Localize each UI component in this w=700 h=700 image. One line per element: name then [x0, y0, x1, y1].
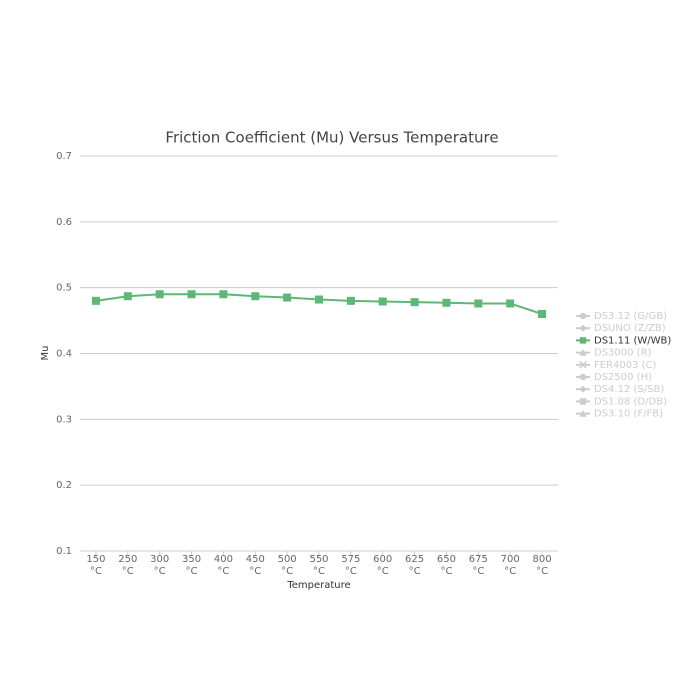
point	[155, 290, 164, 299]
y-tick-label: 0.6	[56, 217, 72, 228]
legend-item[interactable]: DS1.11 (W/WB)	[576, 335, 671, 346]
chart-title: Friction Coefficient (Mu) Versus Tempera…	[165, 129, 498, 147]
y-tick-label: 0.7	[56, 151, 72, 162]
legend-label: DS2500 (H)	[594, 372, 652, 383]
point	[506, 299, 515, 308]
legend-item[interactable]: DS3.10 (F/FB)	[576, 409, 663, 420]
legend-label: DS3.10 (F/FB)	[594, 409, 663, 420]
x-tick-label: 450 °C	[246, 554, 265, 577]
y-tick-label: 0.1	[56, 546, 72, 557]
x-tick-label: 250 °C	[118, 554, 137, 577]
point	[123, 292, 132, 301]
y-axis-title: Mu	[40, 346, 51, 361]
legend-item[interactable]: DS3.12 (G/GB)	[576, 311, 667, 322]
marker	[579, 410, 587, 417]
x-tick-label: 800 °C	[533, 554, 552, 577]
legend-label: DS3.12 (G/GB)	[594, 311, 667, 322]
y-tick-label: 0.5	[56, 283, 72, 294]
point	[251, 292, 260, 301]
legend-item[interactable]: DSUNO (Z/ZB)	[576, 323, 666, 334]
point	[315, 295, 323, 304]
marker	[579, 337, 587, 344]
legend-label: DS1.11 (W/WB)	[594, 335, 671, 346]
x-tick-label: 675 °C	[469, 554, 488, 577]
x-tick-label: 500 °C	[278, 554, 297, 577]
x-tick-label: 300 °C	[150, 554, 169, 577]
x-tick-label: 700 °C	[501, 554, 520, 577]
x-tick-label: 650 °C	[437, 554, 456, 577]
point	[474, 299, 483, 308]
legend-label: DS4.12 (S/SB)	[594, 384, 664, 395]
marker	[579, 324, 587, 332]
marker	[579, 349, 587, 356]
point	[187, 290, 196, 299]
point	[378, 297, 387, 306]
marker	[579, 385, 587, 393]
x-tick-label: 400 °C	[214, 554, 233, 577]
x-tick-label: 150 °C	[86, 554, 105, 577]
y-tick-label: 0.4	[56, 349, 72, 360]
marker	[579, 398, 587, 405]
point	[442, 298, 451, 307]
legend-item[interactable]: DS4.12 (S/SB)	[576, 384, 664, 395]
x-axis-title: Temperature	[286, 580, 350, 591]
point	[538, 310, 547, 318]
marker	[579, 361, 587, 369]
x-tick-label: 575 °C	[341, 554, 360, 577]
x-tick-label: 600 °C	[373, 554, 392, 577]
legend-label: DS1.08 (D/DB)	[594, 396, 667, 407]
point	[283, 293, 292, 302]
legend-label: FER4003 (C)	[594, 360, 657, 371]
point	[346, 296, 355, 305]
legend-label: DSUNO (Z/ZB)	[594, 323, 666, 334]
point	[91, 296, 100, 305]
y-tick-label: 0.2	[56, 480, 72, 491]
legend-item[interactable]: DS3000 (R)	[576, 348, 652, 359]
x-tick-label: 625 °C	[405, 554, 424, 577]
marker	[579, 373, 587, 381]
x-tick-label: 550 °C	[309, 554, 328, 577]
x-tick-label: 350 °C	[182, 554, 201, 577]
legend-label: DS3000 (R)	[594, 348, 652, 359]
marker	[579, 312, 587, 320]
legend-item[interactable]: DS2500 (H)	[576, 372, 652, 383]
legend-item[interactable]: DS1.08 (D/DB)	[576, 396, 667, 407]
y-tick-label: 0.3	[56, 414, 72, 425]
point	[219, 290, 228, 299]
point	[410, 298, 419, 307]
legend-item[interactable]: FER4003 (C)	[576, 360, 657, 371]
